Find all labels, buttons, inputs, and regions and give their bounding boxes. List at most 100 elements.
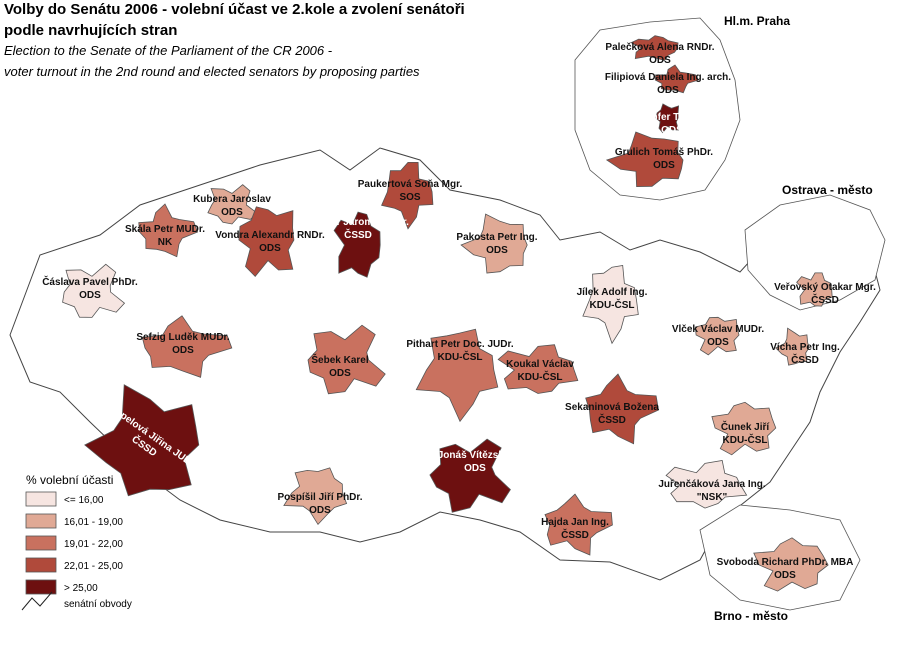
senator-name: Vondra Alexandr RNDr. [215, 230, 325, 241]
districts [62, 35, 833, 592]
senator-party: KDU-ČSL [518, 370, 563, 383]
senator-name: Pakosta Petr Ing. [456, 232, 537, 243]
legend-swatch [25, 513, 57, 529]
senator-label: Skála Petr MUDr. NK [125, 224, 205, 248]
senator-label: Vlček Václav MUDr. ODS [672, 324, 764, 348]
district [283, 467, 348, 526]
senator-label: Juřenčáková Jana Ing. "NSK" [658, 479, 765, 503]
senator-party: ODS [464, 463, 486, 474]
senator-party: ODS [259, 243, 281, 254]
senator-name: Čunek Jiří [721, 420, 771, 433]
district [605, 131, 684, 188]
senator-party: ODS [486, 245, 508, 256]
prague-inset-outline [574, 17, 741, 201]
legend-label: 22,01 - 25,00 [64, 561, 123, 572]
inset-label: Ostrava - město [782, 183, 873, 197]
senator-label: Veřovský Otakar Mgr. ČSSD [774, 282, 876, 306]
senator-party: KDU-ČSL [723, 433, 768, 446]
legend-label: 16,01 - 19,00 [64, 517, 123, 528]
senator-party: KDU-ČSL [590, 298, 635, 311]
senator-name: Töpfer Tomáš [639, 112, 705, 123]
senator-party: NK [158, 237, 173, 248]
senator-label: Svoboda Richard PhDr. MBA ODS [717, 557, 854, 581]
senator-label: Palečková Alena RNDr. ODS [605, 42, 714, 66]
inset-label: Hl.m. Praha [724, 14, 790, 28]
senator-name: Hajda Jan Ing. [541, 517, 609, 528]
senator-name: Pospíšil Jiří PhDr. [277, 492, 362, 503]
legend-line [21, 591, 53, 611]
background [9, 17, 886, 611]
district [630, 35, 679, 61]
title: Volby do Senátu 2006 - volební účast ve … [4, 1, 465, 18]
senator-party: ČSSD [811, 293, 839, 306]
district [415, 328, 499, 423]
district [654, 64, 700, 94]
legend-label: senátní obvody [64, 599, 132, 610]
senator-name: Kubera Jaroslav [193, 194, 271, 205]
district [775, 327, 810, 366]
district [62, 263, 126, 318]
district [585, 373, 659, 445]
senator-name: Pithart Petr Doc. JUDr. [406, 339, 513, 350]
senator-label: Jonáš Vítězslav ODS [438, 450, 513, 474]
senator-party: ODS [329, 368, 351, 379]
senator-name: Juřenčáková Jana Ing. [658, 479, 765, 490]
senator-party: ODS [172, 345, 194, 356]
senator-label: Čáslava Pavel PhDr. ODS [42, 275, 138, 301]
senator-party: "NSK" [697, 492, 728, 503]
senator-party: ODS [661, 125, 683, 136]
senator-label: Paukertová Soňa Mgr. SOS [358, 179, 463, 203]
district [497, 344, 579, 394]
senator-party: ODS [707, 337, 729, 348]
senator-name: Jílek Adolf Ing. [577, 287, 648, 298]
legend-swatch [25, 535, 57, 551]
senator-name: Filipiová Daniela Ing. arch. [605, 72, 731, 83]
senator-name: Paukertová Soňa Mgr. [358, 179, 463, 190]
district [84, 384, 200, 497]
district [238, 206, 295, 278]
senator-label: Sekaninová Božena ČSSD [565, 402, 659, 426]
senator-label: Töpfer Tomáš ODS [639, 112, 705, 136]
senator-party: ODS [221, 207, 243, 218]
district [307, 324, 386, 395]
senator-party: ČSSD [598, 413, 626, 426]
subtitle: Election to the Senate of the Parliament… [4, 43, 333, 58]
district [665, 460, 748, 509]
legend-swatch [25, 579, 57, 595]
district [582, 265, 639, 345]
senator-name: Palečková Alena RNDr. [605, 42, 714, 53]
senator-label: Hajda Jan Ing. ČSSD [541, 517, 609, 541]
inset-label: Brno - město [714, 609, 788, 623]
district [796, 272, 833, 307]
senator-name: Grulich Tomáš PhDr. [615, 147, 713, 158]
senator-label: Jermář Jaromír PhDr. ČSSD [307, 217, 409, 241]
district [138, 203, 199, 258]
district [460, 213, 528, 274]
senator-name: Svoboda Richard PhDr. MBA [717, 557, 854, 568]
senator-label: Pakosta Petr Ing. ODS [456, 232, 537, 256]
senator-label: Grulich Tomáš PhDr. ODS [615, 147, 713, 171]
district [694, 316, 740, 356]
senator-name: Koukal Václav [506, 359, 574, 370]
senator-name: Sefzig Luděk MUDr. [136, 332, 230, 343]
senator-label: Vícha Petr Ing. ČSSD [770, 342, 840, 366]
legend-label: > 25,00 [64, 583, 98, 594]
senator-name: Skála Petr MUDr. [125, 224, 205, 235]
district [333, 211, 381, 278]
legend-swatch [25, 557, 57, 573]
senator-label: Čunek Jiří KDU-ČSL [721, 420, 771, 446]
subtitle: voter turnout in the 2nd round and elect… [4, 64, 420, 79]
legend: % volební účasti <= 16,00 16,01 - 19,00 19,… [21, 473, 132, 611]
district [381, 162, 434, 230]
senator-party: ODS [657, 85, 679, 96]
senator-party: ČSSD [561, 528, 589, 541]
district [544, 493, 613, 556]
district [753, 537, 829, 592]
senator-party: KDU-ČSL [438, 350, 483, 363]
senator-label: Šebek Karel ODS [311, 353, 368, 379]
senator-label: Filipiová Daniela Ing. arch. ODS [605, 72, 731, 96]
title: podle navrhujících stran [4, 22, 177, 39]
senator-name: Veřovský Otakar Mgr. [774, 282, 876, 293]
